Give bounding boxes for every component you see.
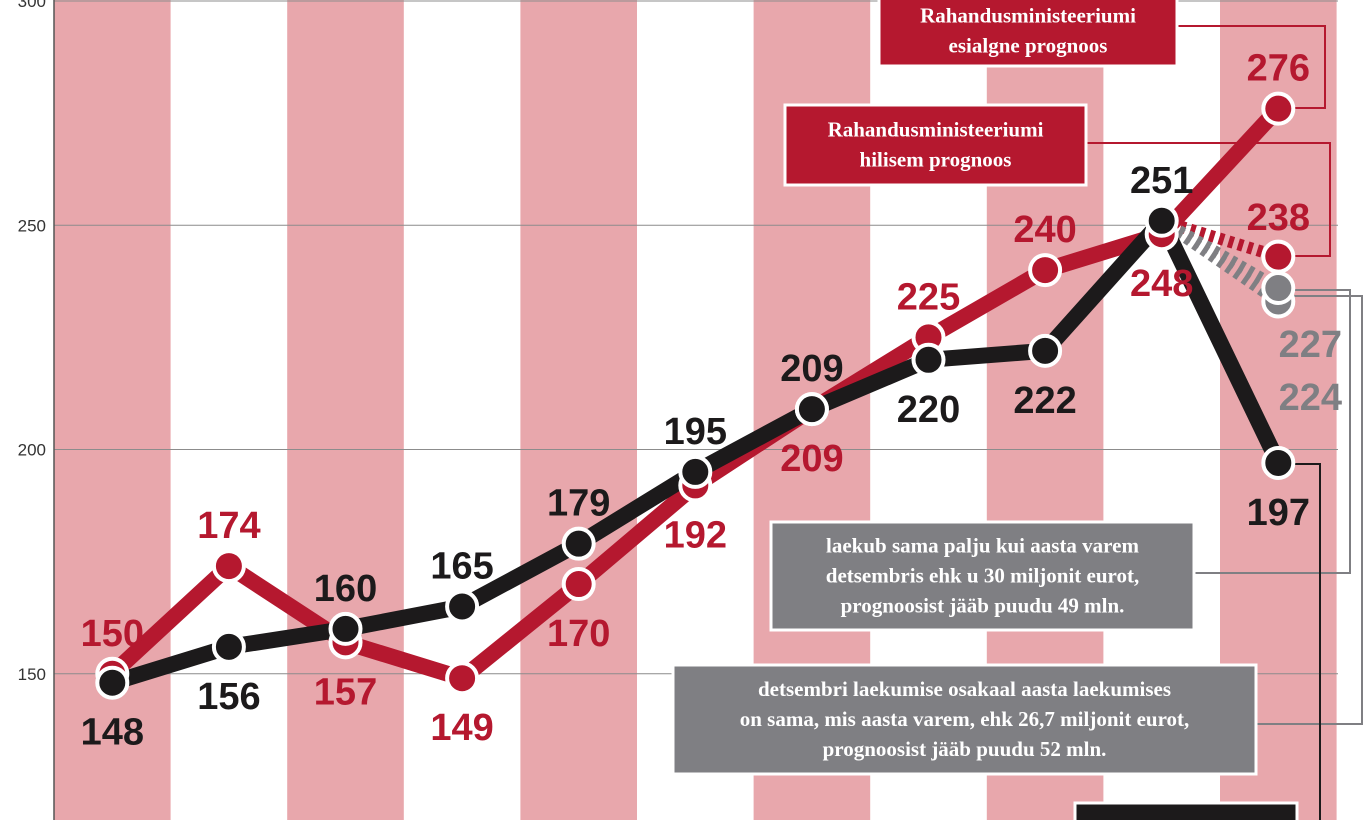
red-point-5	[561, 567, 596, 602]
black-point-10	[1144, 203, 1179, 238]
annotation-1-line-2: esialgne prognoos	[949, 34, 1108, 58]
annotation-3-line-2: detsembris ehk u 30 miljonit eurot,	[826, 564, 1139, 588]
black-value-label-1: 148	[81, 712, 144, 754]
annotation-box-5-partial	[1073, 801, 1299, 820]
annotation-3-line-1: laekub sama palju kui aasta varem	[826, 534, 1139, 558]
black-value-label-8: 220	[897, 389, 960, 431]
forecast-point-1	[1261, 239, 1296, 274]
black-point-11	[1261, 445, 1296, 480]
red-value-label-5: 170	[547, 613, 610, 655]
red-value-label-3: 157	[314, 671, 377, 713]
black-value-label-3: 160	[314, 568, 377, 610]
column-stripe-3	[287, 0, 404, 820]
red-point-11	[1261, 91, 1296, 126]
red-value-label-1: 150	[81, 613, 144, 655]
black-value-label-10: 251	[1130, 160, 1193, 202]
connector-line-2	[1085, 142, 1331, 257]
y-tick-label-250: 250	[18, 216, 46, 235]
forecast-link-3	[1158, 215, 1282, 307]
black-value-label-9: 222	[1013, 380, 1076, 422]
black-point-6	[678, 454, 713, 489]
column-stripe-5	[520, 0, 637, 820]
red-value-label-7: 209	[780, 438, 843, 480]
forecast-point-2	[1261, 271, 1296, 306]
annotation-box-2	[783, 103, 1088, 187]
y-tick-label-150: 150	[18, 665, 46, 684]
black-value-label-11: 197	[1247, 492, 1310, 534]
black-point-2	[211, 629, 246, 664]
red-value-label-10: 248	[1130, 263, 1193, 305]
connector-line-4	[1256, 295, 1363, 725]
annotation-boxes: Rahandusministeeriumi esialgne prognoos Ra…	[671, 0, 1299, 820]
red-value-label-2: 174	[197, 505, 260, 547]
connector-line-1	[1176, 25, 1326, 109]
black-point-3	[328, 611, 363, 646]
data-labels: 150 174 157 149 170 192 209 225 240 248 276 148 156 1…	[81, 48, 1342, 754]
connector-line-3	[1194, 289, 1351, 574]
forecast-link-1	[1159, 215, 1281, 263]
black-point-9	[1028, 333, 1063, 368]
black-point-1	[95, 665, 130, 700]
forecast-value-label-2: 227	[1279, 324, 1342, 366]
annotation-1-line-1: Rahandusministeeriumi	[920, 4, 1136, 28]
black-point-7	[794, 392, 829, 427]
black-value-label-4: 165	[430, 545, 493, 587]
annotation-2-line-2: hilisem prognoos	[860, 148, 1012, 172]
y-tick-label-200: 200	[18, 441, 46, 460]
forecast-links	[1158, 215, 1282, 307]
connector-line-5	[1295, 463, 1321, 820]
annotation-box-1	[877, 0, 1179, 68]
red-point-4	[445, 661, 480, 696]
annotation-box-4	[671, 663, 1258, 776]
data-points	[95, 91, 1296, 700]
red-value-label-4: 149	[430, 707, 493, 749]
annotation-connectors	[1085, 25, 1363, 820]
y-axis: 150 200 250 300	[18, 0, 55, 820]
annotation-box-3	[769, 520, 1196, 632]
red-point-2	[211, 549, 246, 584]
black-value-label-6: 195	[664, 411, 727, 453]
annotation-3-line-3: prognoosist jääb puudu 49 mln.	[841, 594, 1125, 618]
red-value-label-9: 240	[1013, 209, 1076, 251]
black-value-label-2: 156	[197, 676, 260, 718]
annotation-4-line-3: prognoosist jääb puudu 52 mln.	[823, 737, 1107, 761]
red-value-label-11: 276	[1247, 48, 1310, 90]
annotation-4-line-1: detsembri laekumise osakaal aasta laekum…	[758, 677, 1171, 701]
red-value-label-8: 225	[897, 276, 960, 318]
y-tick-label-300: 300	[18, 0, 46, 11]
black-point-8	[911, 342, 946, 377]
black-point-4	[445, 589, 480, 624]
black-point-5	[561, 526, 596, 561]
forecast-value-label-1: 238	[1247, 197, 1310, 239]
red-point-9	[1028, 253, 1063, 288]
black-value-label-5: 179	[547, 483, 610, 525]
annotation-2-line-1: Rahandusministeeriumi	[828, 118, 1044, 142]
forecast-value-label-3: 224	[1279, 377, 1342, 419]
red-value-label-6: 192	[664, 514, 727, 556]
black-value-label-7: 209	[780, 348, 843, 390]
annotation-4-line-2: on sama, mis aasta varem, ehk 26,7 miljo…	[740, 707, 1190, 731]
